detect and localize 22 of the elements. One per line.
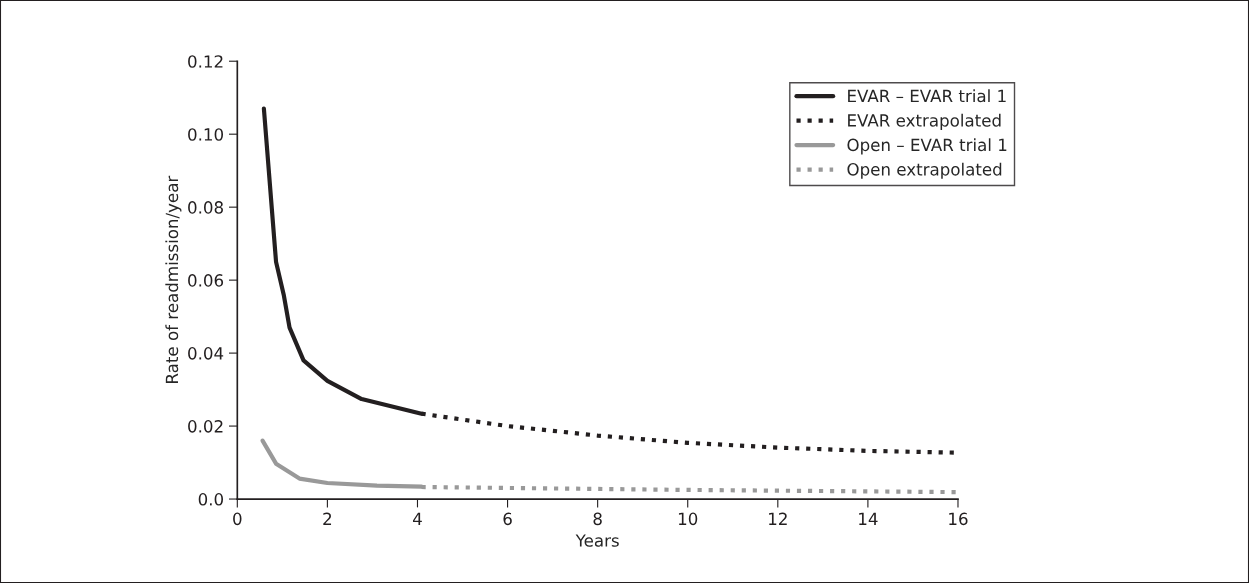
x-axis-title: Years	[575, 534, 619, 547]
y-tick-label: 0.04	[188, 347, 224, 360]
y-tick-label: 0.12	[188, 55, 223, 68]
x-tick-label: 14	[859, 512, 878, 525]
x-tick-label: 12	[769, 512, 787, 525]
y-tick-label: 0.08	[188, 201, 223, 214]
x-tick-label: 0	[233, 512, 242, 526]
x-tick-label: 10	[678, 512, 698, 526]
x-tick-label: 4	[412, 512, 422, 525]
y-tick-label: 0.02	[188, 420, 223, 433]
x-tick-label: 2	[323, 512, 332, 525]
x-tick-label: 16	[949, 512, 968, 526]
y-tick-label: 0.0	[198, 493, 224, 506]
x-tick-label: 6	[503, 512, 512, 526]
legend-label: Open – EVAR trial 1	[847, 138, 1007, 155]
legend-label: EVAR extrapolated	[848, 113, 1001, 130]
legend-label: Open extrapolated	[847, 162, 1002, 179]
y-tick-label: 0.10	[188, 128, 224, 141]
y-axis-title: Rate of readmission/year	[165, 175, 182, 383]
x-tick-label: 8	[593, 512, 602, 526]
legend-label: EVAR – EVAR trial 1	[848, 89, 1006, 103]
y-tick-label: 0.06	[188, 274, 224, 287]
